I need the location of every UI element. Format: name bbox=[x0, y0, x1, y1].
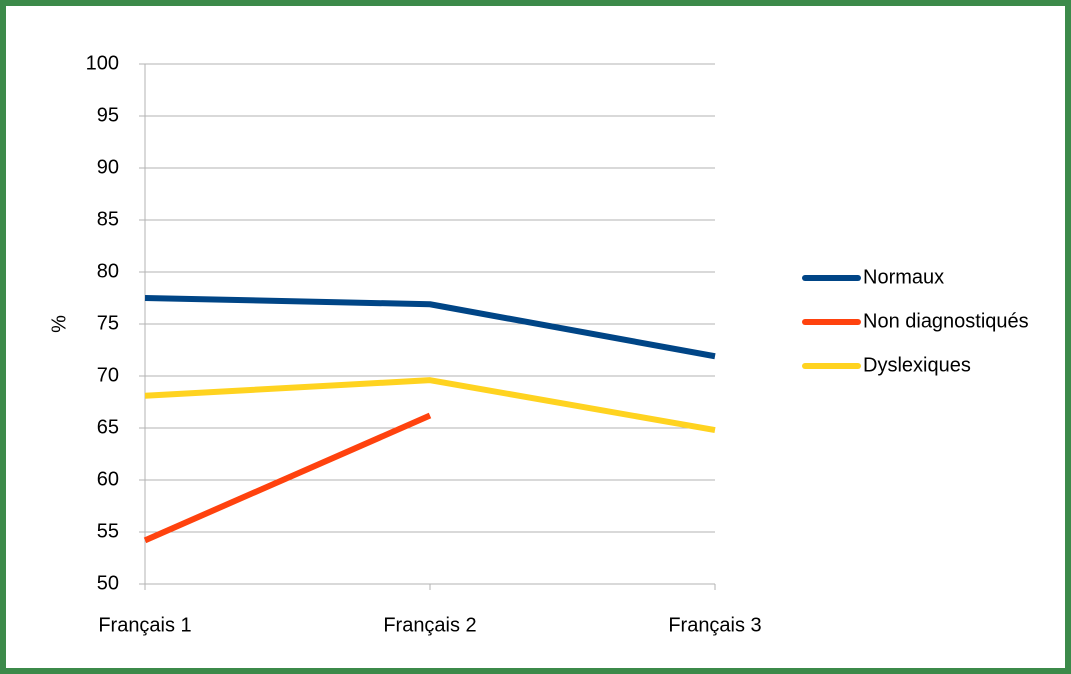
y-tick-label: 100 bbox=[86, 52, 119, 74]
series-line bbox=[144, 377, 716, 434]
y-tick-label: 75 bbox=[97, 312, 119, 334]
x-tick-label: Français 1 bbox=[98, 614, 191, 636]
x-tick-label: Français 2 bbox=[383, 614, 476, 636]
y-axis-label: % bbox=[48, 315, 70, 333]
legend-label: Dyslexiques bbox=[863, 354, 971, 376]
y-tick-label: 60 bbox=[97, 468, 119, 490]
x-tick-label: Français 3 bbox=[668, 614, 761, 636]
y-tick-label: 50 bbox=[97, 572, 119, 594]
series-line bbox=[144, 295, 716, 360]
y-tick-label: 55 bbox=[97, 520, 119, 542]
legend-label: Normaux bbox=[863, 266, 944, 288]
y-tick-label: 70 bbox=[97, 364, 119, 386]
y-tick-label: 80 bbox=[97, 260, 119, 282]
legend-label: Non diagnostiqués bbox=[863, 310, 1029, 332]
y-tick-label: 95 bbox=[97, 104, 119, 126]
y-tick-label: 85 bbox=[97, 208, 119, 230]
y-tick-label: 90 bbox=[97, 156, 119, 178]
y-tick-label: 65 bbox=[97, 416, 119, 438]
series-line bbox=[143, 412, 432, 544]
